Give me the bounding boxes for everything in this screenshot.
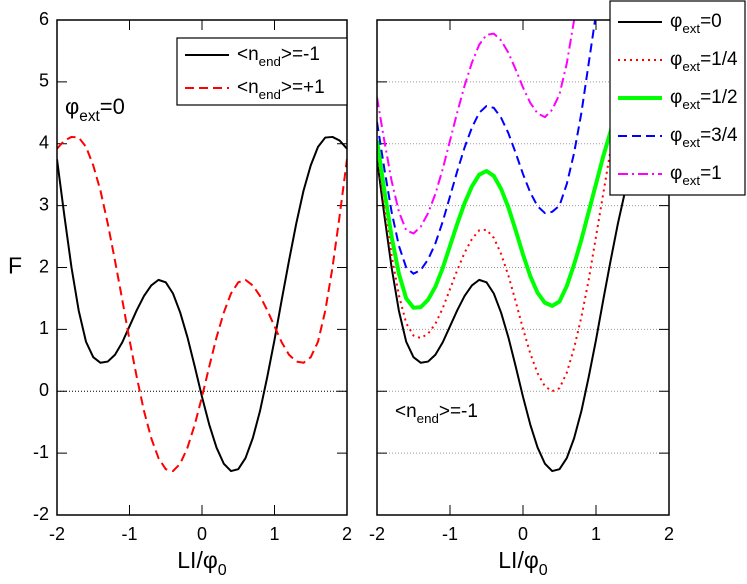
legend-label: φext=0 <box>670 11 722 36</box>
y-tick-label: -1 <box>33 442 49 462</box>
annotation: φext=0 <box>65 94 125 125</box>
legend-label: φext=1/2 <box>670 87 738 112</box>
y-tick-label: 6 <box>39 9 49 29</box>
legend-box <box>176 37 348 106</box>
x-axis-label: LI/φ0 <box>177 547 227 579</box>
y-tick-label: 3 <box>39 194 49 214</box>
x-tick-label: 0 <box>518 524 528 544</box>
x-axis-label: LI/φ0 <box>498 547 548 579</box>
x-tick-label: 2 <box>664 524 674 544</box>
y-tick-label: 4 <box>39 133 49 153</box>
x-tick-label: 1 <box>591 524 601 544</box>
x-tick-label: -1 <box>121 524 137 544</box>
x-tick-label: -2 <box>369 524 385 544</box>
series-line <box>57 135 347 473</box>
plot-lines <box>57 135 347 473</box>
legend-label: φext=1/4 <box>670 49 738 74</box>
y-tick-label: -2 <box>33 504 49 524</box>
x-tick-label: -2 <box>49 524 65 544</box>
y-tick-label: 0 <box>39 380 49 400</box>
series-line <box>377 20 576 235</box>
plot-frame <box>376 19 670 516</box>
x-tick-label: 1 <box>269 524 279 544</box>
x-tick-label: 2 <box>342 524 352 544</box>
y-tick-label: 2 <box>39 256 49 276</box>
series-line <box>377 135 669 473</box>
x-tick-label: -1 <box>442 524 458 544</box>
series-line <box>57 135 347 473</box>
series-line <box>377 20 597 275</box>
legend-label: φext=3/4 <box>670 125 738 150</box>
series-line <box>377 20 637 393</box>
legend-label: <nend>=+1 <box>237 77 325 102</box>
y-tick-label: 5 <box>39 71 49 91</box>
plot-frame <box>56 19 348 516</box>
x-tick-label: 0 <box>197 524 207 544</box>
y-tick-label: 1 <box>39 318 49 338</box>
annotation: <nend>=-1 <box>395 401 478 426</box>
y-axis-label: F <box>8 253 22 279</box>
